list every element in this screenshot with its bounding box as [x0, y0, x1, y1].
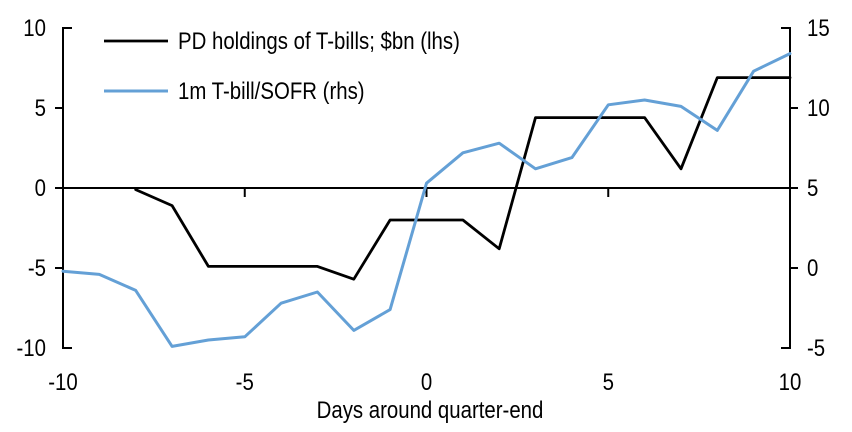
left-tick-label: 5: [35, 94, 46, 121]
right-tick-label: 0: [807, 254, 818, 281]
left-tick-label: 10: [23, 14, 46, 41]
right-tick-label: 10: [807, 94, 830, 121]
pd-holdings-line: [134, 76, 792, 281]
right-tick-label: 5: [807, 174, 818, 201]
tbill-sofr-line: [61, 52, 792, 348]
legend-label-tbill-sofr: 1m T-bill/SOFR (rhs): [178, 77, 365, 104]
x-tick-label: 0: [421, 368, 432, 395]
series-lines: [61, 52, 792, 348]
right-tick-label: 15: [807, 14, 830, 41]
x-tick-label: 10: [779, 368, 802, 395]
legend-item-tbill-sofr: 1m T-bill/SOFR (rhs): [104, 77, 365, 104]
left-tick-label: -5: [28, 254, 46, 281]
x-tick-label: -5: [236, 368, 254, 395]
right-tick-label: -5: [807, 334, 825, 361]
x-tick-label: -10: [48, 368, 77, 395]
legend-label-pd-holdings: PD holdings of T-bills; $bn (lhs): [178, 27, 460, 54]
legend-item-pd-holdings: PD holdings of T-bills; $bn (lhs): [104, 27, 460, 54]
x-axis-title: Days around quarter-end: [317, 396, 544, 423]
left-tick-label: -10: [17, 334, 46, 361]
left-tick-label: 0: [35, 174, 46, 201]
legend: PD holdings of T-bills; $bn (lhs) 1m T-b…: [104, 27, 460, 104]
x-tick-label: 5: [603, 368, 614, 395]
tick-labels: 10 5 0 -5 -10 15 10 5 0 -5 -10 -5 0 5 10: [17, 14, 830, 395]
